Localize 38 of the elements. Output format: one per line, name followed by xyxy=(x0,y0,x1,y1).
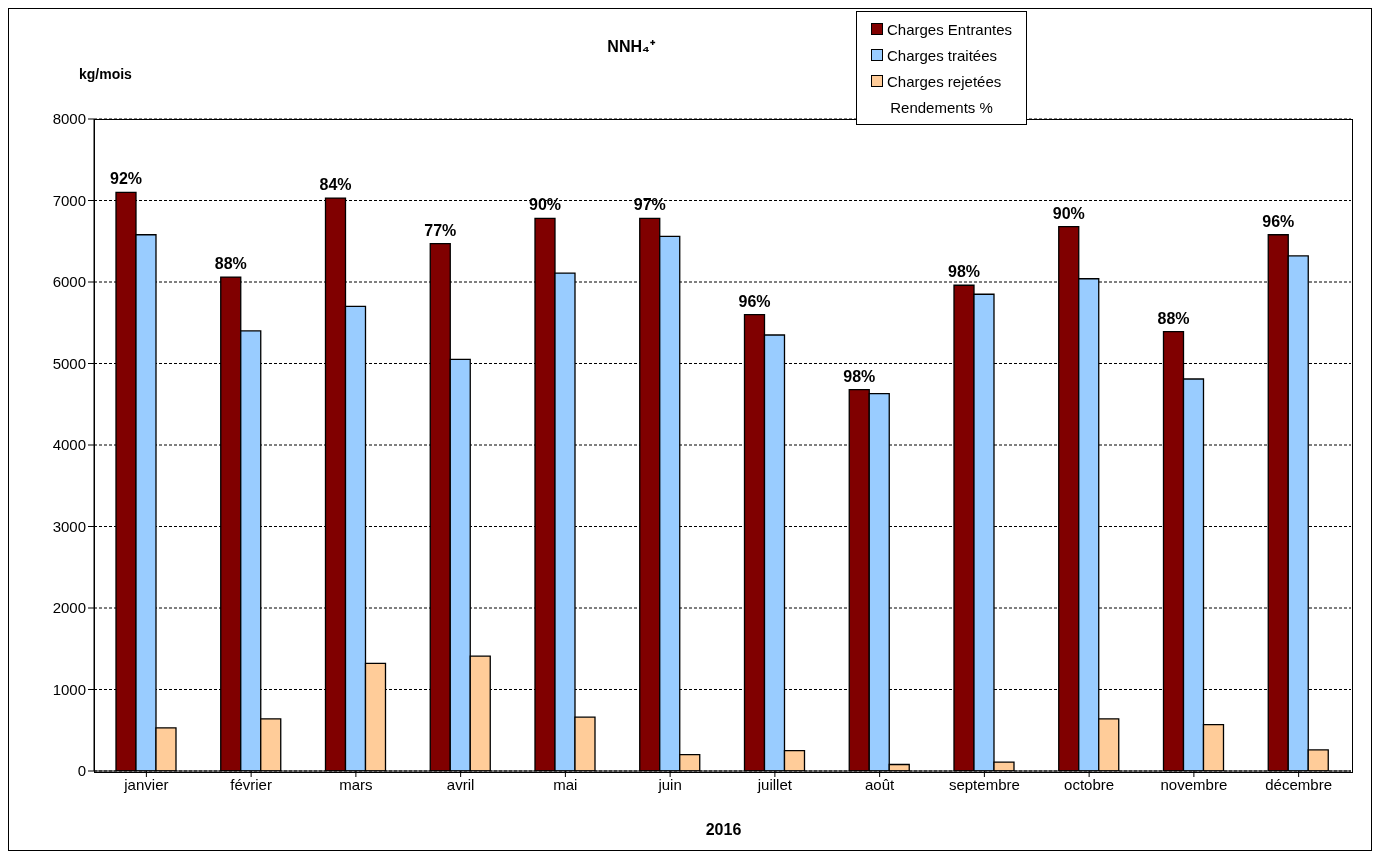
annotation: 88% xyxy=(214,255,247,273)
annotation: 96% xyxy=(1262,212,1295,230)
y-tick-label: 8000 xyxy=(52,110,86,128)
x-tick-label: avril xyxy=(446,775,475,793)
y-tick-label: 4000 xyxy=(52,436,86,454)
annotation: 88% xyxy=(1157,309,1190,327)
y-axis-title: kg/mois xyxy=(79,66,132,82)
x-tick-label: octobre xyxy=(1064,775,1115,793)
annotation: 84% xyxy=(319,176,352,194)
x-tick-label: juin xyxy=(657,775,682,793)
annotation: 98% xyxy=(843,367,876,385)
y-tick-label: 7000 xyxy=(52,191,86,209)
annotation: 96% xyxy=(738,292,771,310)
x-tick-label: janvier xyxy=(123,775,169,793)
x-axis-title: 2016 xyxy=(704,821,743,839)
x-tick-label: novembre xyxy=(1160,775,1228,793)
x-tick-label: février xyxy=(230,775,272,793)
x-tick-label: août xyxy=(865,775,896,793)
x-tick-label: juillet xyxy=(756,775,793,793)
y-tick-label: 1000 xyxy=(52,680,86,698)
y-tick-label: 5000 xyxy=(52,354,86,372)
annotation: 90% xyxy=(1052,204,1085,222)
legend-label: Charges Entrantes xyxy=(887,20,1013,38)
y-tick-label: 2000 xyxy=(52,599,86,617)
x-tick-label: mai xyxy=(553,775,578,793)
chart-title: NNH₄⁺ xyxy=(607,38,655,55)
x-tick-label: décembre xyxy=(1265,775,1332,793)
annotation: 98% xyxy=(948,263,981,281)
annotation: 92% xyxy=(110,170,143,188)
x-tick-label: septembre xyxy=(948,775,1020,793)
legend-label: Charges traitées xyxy=(887,46,998,64)
legend-label: Charges rejetées xyxy=(887,72,1002,90)
y-tick-label: 3000 xyxy=(52,517,86,535)
annotation: 77% xyxy=(424,221,457,239)
text: Rendements % xyxy=(889,97,994,118)
x-tick-label: mars xyxy=(339,775,373,793)
y-tick-label: 6000 xyxy=(52,273,86,291)
y-tick-label: 0 xyxy=(77,762,86,780)
